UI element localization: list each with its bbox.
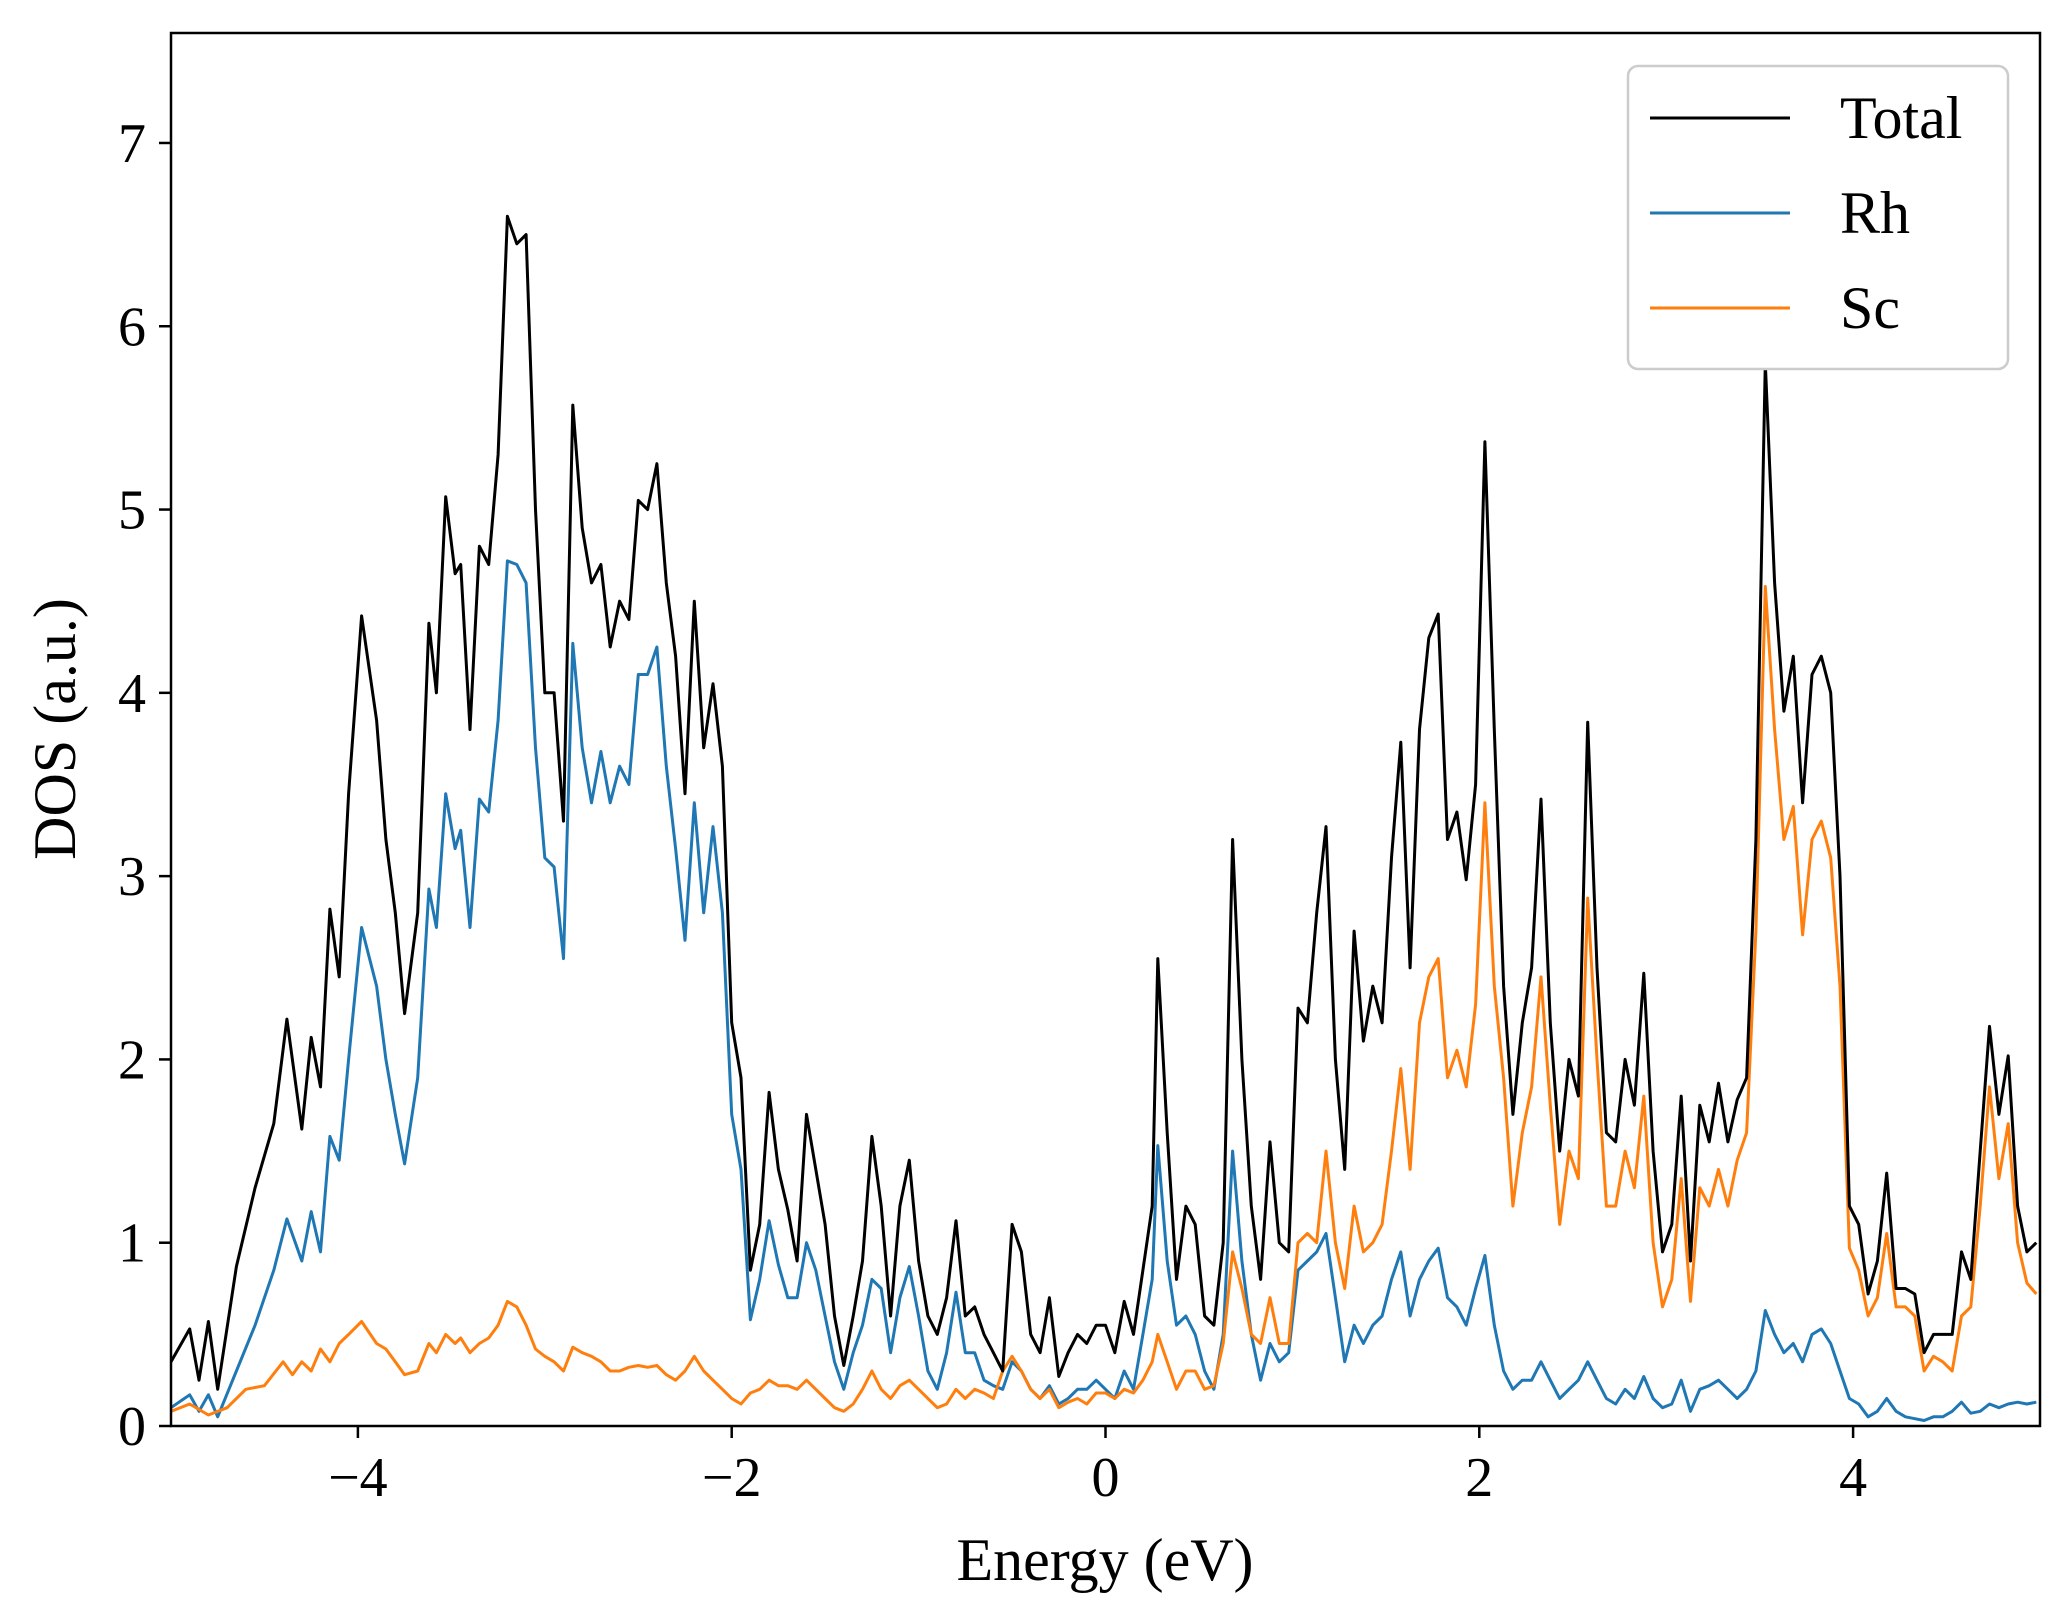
series-line-rh (171, 559, 2037, 1422)
y-tick-label: 7 (118, 113, 146, 175)
x-tick-label: 0 (1092, 1447, 1120, 1509)
legend: Total Rh Sc (1626, 64, 2010, 371)
y-tick-label: 2 (118, 1029, 146, 1091)
x-axis-title: Energy (eV) (956, 1527, 1253, 1593)
x-tick-label: −2 (702, 1447, 762, 1509)
legend-box (1626, 64, 2010, 371)
y-axis-title: DOS (a.u.) (22, 598, 88, 860)
y-tick-label: 3 (118, 846, 146, 908)
y-axis: 0 1 2 3 4 5 6 7 (118, 113, 171, 1458)
legend-label-sc: Sc (1840, 275, 1900, 341)
series-layer (171, 214, 2038, 1422)
legend-label-total: Total (1840, 85, 1962, 151)
y-tick-label: 0 (118, 1396, 146, 1458)
x-tick-label: 4 (1839, 1447, 1867, 1509)
y-tick-label: 5 (118, 480, 146, 542)
y-tick-label: 4 (118, 663, 146, 725)
legend-label-rh: Rh (1840, 180, 1910, 246)
x-tick-label: −4 (328, 1447, 388, 1509)
x-axis: −4 −2 0 2 4 (328, 1426, 1867, 1509)
y-tick-label: 6 (118, 296, 146, 358)
y-tick-label: 1 (118, 1213, 146, 1275)
series-line-total (171, 214, 2038, 1391)
series-line-sc (171, 585, 2038, 1417)
x-tick-label: 2 (1465, 1447, 1493, 1509)
